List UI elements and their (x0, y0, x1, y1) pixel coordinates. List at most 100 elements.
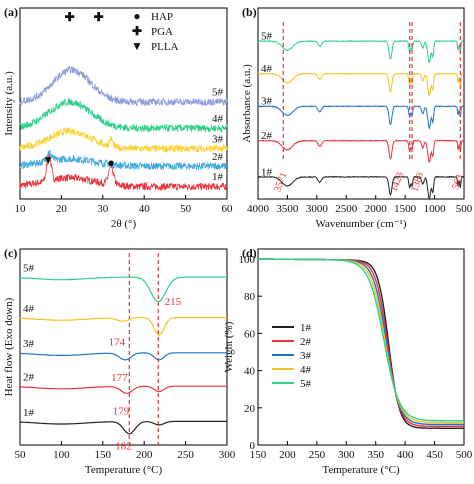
x-tick-label-d: 500 (456, 449, 473, 461)
band-label: 1423 (389, 171, 406, 194)
band-label: 563 (450, 173, 465, 191)
xrd-line-5# (19, 65, 228, 107)
x-tick-label-b: 500 (456, 203, 473, 215)
ftir-line-4# (257, 72, 464, 97)
x-tick-label-a: 10 (15, 203, 27, 215)
xrd-line-1# (19, 150, 228, 192)
y-tick-label-d: 20 (244, 403, 256, 415)
series-label: 5# (261, 31, 273, 43)
tga-line-1# (258, 258, 464, 429)
x-tick-label-d: 450 (426, 449, 443, 461)
legend-marker: ● (133, 9, 140, 23)
peak-temperature-label: 177 (111, 372, 128, 384)
x-tick-label-b: 2500 (335, 203, 358, 215)
series-label: 2# (261, 130, 273, 142)
ftir-line-5# (257, 40, 465, 64)
ftir-line-3# (257, 105, 464, 130)
xrd-line-3# (19, 127, 228, 154)
x-tick-label-d: 350 (367, 449, 384, 461)
x-tick-label-b: 3000 (306, 203, 329, 215)
legend-label: 3# (300, 350, 312, 362)
y-axis-label-d: Weight (%) (223, 321, 235, 372)
panel-label-d: (d) (242, 246, 257, 260)
band-label: 3571 (272, 171, 289, 194)
series-label: 5# (23, 263, 35, 275)
peak-temperature-label: 179 (113, 405, 130, 417)
xrd-line-4# (19, 97, 228, 133)
tga-line-5# (258, 258, 464, 422)
x-tick-label-c: 100 (53, 449, 70, 461)
xrd-line-2# (19, 149, 228, 171)
tga-line-2# (258, 258, 464, 428)
legend-label: 5# (300, 378, 312, 390)
dsc-line-4# (19, 317, 227, 336)
dsc-line-2# (20, 385, 227, 394)
x-axis-label-b: Wavenumber (cm⁻¹) (316, 218, 407, 230)
dsc-line-1# (20, 420, 227, 435)
series-label: 4# (261, 63, 273, 75)
legend-label: PGA (151, 26, 173, 38)
y-tick-label-d: 0 (250, 440, 256, 452)
series-label: 3# (23, 338, 35, 350)
dsc-line-5# (19, 276, 227, 303)
peak-temperature-label: 182 (115, 441, 131, 453)
y-tick-label-d: 80 (244, 291, 256, 303)
x-tick-label-b: 4000 (247, 203, 270, 215)
ftir-line-2# (257, 139, 465, 163)
x-tick-label-b: 1000 (424, 203, 447, 215)
x-tick-label-c: 250 (177, 449, 194, 461)
ftir-line-1# (257, 175, 465, 201)
series-label: 2# (212, 151, 224, 163)
x-tick-label-d: 150 (250, 449, 267, 461)
series-label: 3# (212, 133, 224, 145)
series-label: 1# (261, 166, 273, 178)
series-label: 3# (261, 96, 273, 108)
plot-frame-a (19, 7, 228, 200)
x-axis-label-c: Temperature (°C) (85, 464, 163, 476)
x-tick-label-b: 1500 (394, 203, 417, 215)
x-tick-label-c: 200 (136, 449, 153, 461)
x-tick-label-d: 250 (309, 449, 326, 461)
dsc-line-3# (19, 352, 227, 361)
peak-temperature-label: 174 (109, 337, 126, 349)
x-tick-label-a: 40 (139, 203, 151, 215)
legend-label: 2# (300, 336, 312, 348)
legend-label: 1# (300, 322, 312, 334)
x-tick-label-c: 50 (15, 449, 27, 461)
x-tick-label-c: 150 (95, 449, 112, 461)
x-tick-label-b: 2000 (365, 203, 388, 215)
x-tick-label-d: 300 (338, 449, 355, 461)
legend-label: PLLA (151, 41, 179, 53)
y-axis-label-c: Heat flow (Exo down) (3, 297, 15, 396)
peak-marker: ✚ (94, 10, 104, 24)
x-tick-label-a: 60 (222, 203, 234, 215)
series-label: 5# (212, 87, 224, 99)
peak-marker: ✚ (65, 10, 75, 24)
legend-label: 4# (300, 364, 312, 376)
y-axis-label-b: Absorbance (a.u.) (241, 64, 253, 143)
x-axis-label-d: Temperature (°C) (322, 464, 400, 476)
x-tick-label-a: 20 (56, 203, 68, 215)
x-tick-label-c: 300 (219, 449, 236, 461)
x-tick-label-a: 50 (180, 203, 192, 215)
series-label: 2# (23, 372, 35, 384)
y-axis-label-a: Intensity (a.u.) (3, 71, 15, 136)
y-tick-label-d: 40 (244, 366, 256, 378)
peak-temperature-label: 215 (165, 296, 182, 308)
plot-frame-b (257, 7, 465, 200)
series-label: 1# (212, 171, 224, 183)
series-label: 1# (23, 407, 35, 419)
x-tick-label-d: 200 (279, 449, 296, 461)
panel-label-c: (c) (4, 246, 17, 260)
y-tick-label-d: 100 (239, 254, 256, 266)
plot-frame-c (19, 248, 228, 446)
x-axis-label-a: 2θ (°) (111, 218, 137, 230)
x-tick-label-d: 400 (397, 449, 414, 461)
x-tick-label-a: 30 (97, 203, 109, 215)
x-tick-label-b: 3500 (276, 203, 299, 215)
plot-frame-d (257, 248, 465, 446)
y-tick-label-d: 60 (244, 328, 256, 340)
panel-label-b: (b) (242, 5, 257, 19)
legend-marker: ✚ (132, 24, 142, 38)
